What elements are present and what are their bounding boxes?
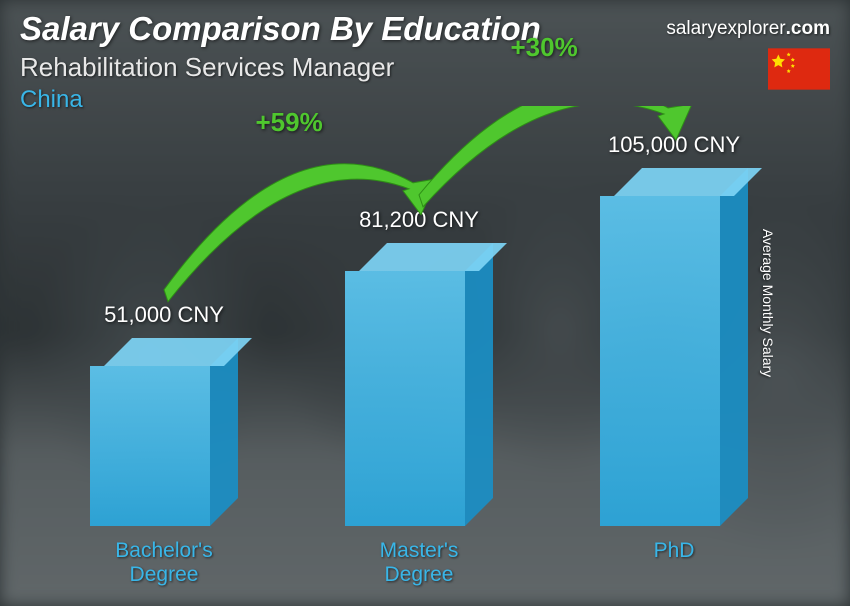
bar-value-label: 51,000 CNY — [64, 302, 264, 328]
bar-side — [465, 243, 493, 526]
bar-front — [90, 366, 210, 526]
bar-2: 105,000 CNY — [600, 168, 748, 526]
brand-label: salaryexplorer.com — [666, 18, 830, 40]
flag-icon — [768, 48, 830, 90]
bar-chart: 51,000 CNY81,200 CNY105,000 CNY+59%+30% — [60, 106, 800, 526]
x-axis-label-2: PhD — [574, 539, 774, 563]
x-axis: Bachelor'sDegree Master'sDegree PhD — [60, 531, 800, 596]
pct-increase-label-1: +30% — [511, 32, 578, 63]
x-axis-label-0: Bachelor'sDegree — [64, 539, 264, 587]
brand-suffix: .com — [786, 18, 830, 39]
bar-front — [600, 196, 720, 526]
x-axis-label-1: Master'sDegree — [319, 539, 519, 587]
bar-value-label: 105,000 CNY — [574, 132, 774, 158]
bar-0: 51,000 CNY — [90, 338, 238, 526]
pct-increase-label-0: +59% — [256, 107, 323, 138]
chart-subtitle: Rehabilitation Services Manager — [20, 52, 394, 83]
chart-title: Salary Comparison By Education — [20, 10, 541, 48]
brand-prefix: salaryexplorer — [666, 18, 785, 39]
chart-container: Salary Comparison By Education Rehabilit… — [0, 0, 850, 606]
bar-1: 81,200 CNY — [345, 243, 493, 526]
bar-side — [720, 168, 748, 526]
bar-front — [345, 271, 465, 526]
bar-value-label: 81,200 CNY — [319, 207, 519, 233]
